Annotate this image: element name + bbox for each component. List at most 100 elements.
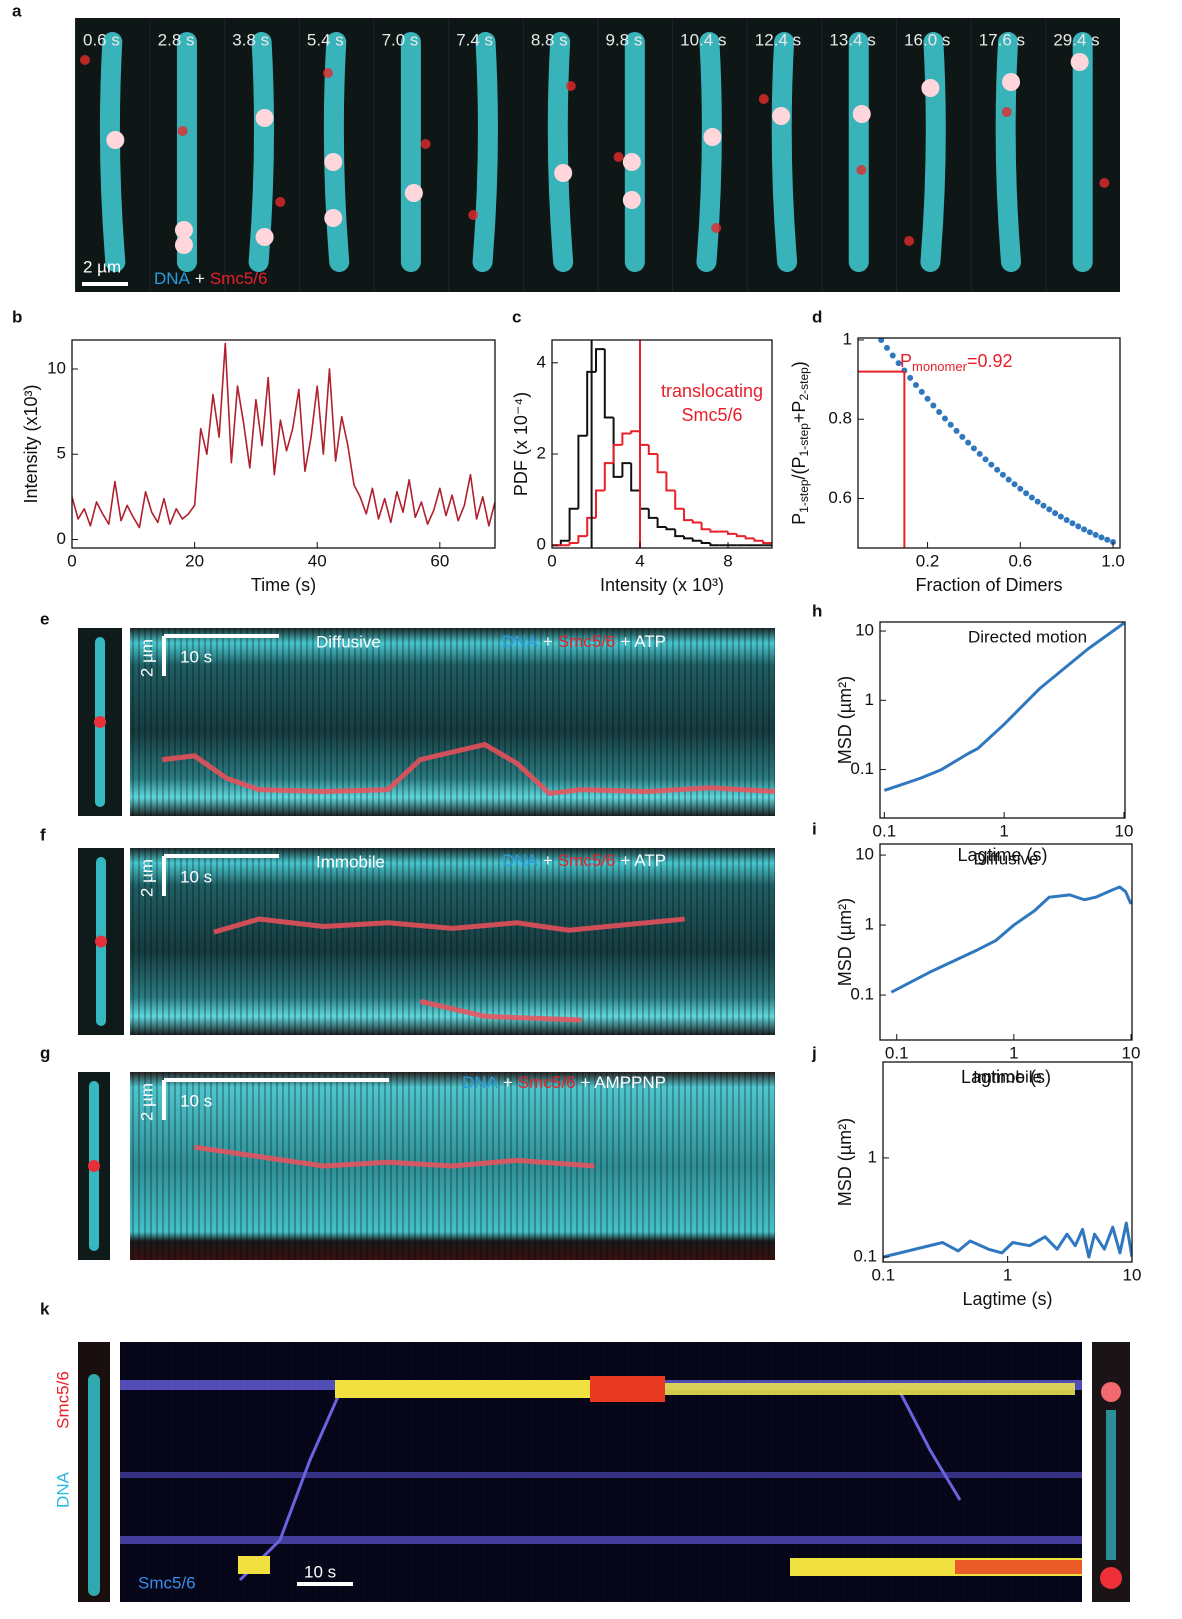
scale-label-x: 10 s (180, 647, 212, 666)
label-part: + (195, 269, 205, 288)
x-tick-label: 60 (430, 551, 449, 570)
image-label: DNA + Smc5/6 (154, 269, 267, 288)
protein-spot (856, 165, 867, 175)
annotation: Pmonomer=0.92 (900, 351, 1012, 375)
trajectory (194, 1144, 595, 1169)
histogram-bin (586, 516, 596, 537)
scatter-point (895, 360, 902, 367)
data-line (890, 885, 1132, 994)
protein-spot (703, 128, 722, 146)
histogram-bin (744, 536, 755, 540)
thumbnail-spot (1100, 1567, 1122, 1589)
plot-area (883, 1221, 1132, 1259)
histogram-bin (621, 432, 632, 445)
y-tick-label: 1 (843, 329, 852, 348)
image-label: DNA + Smc5/6 + ATP (502, 632, 666, 651)
scatter-point (918, 388, 925, 395)
label-part: DNA (154, 269, 191, 288)
y-axis-label: MSD (µm²) (835, 676, 855, 764)
thumbnail-spot (1101, 1382, 1121, 1402)
histogram-bin (639, 431, 649, 446)
x-tick-label: 1 (1009, 1043, 1018, 1062)
histogram-bin (612, 443, 623, 464)
protein-spot (174, 221, 193, 239)
kymograph-texture (130, 848, 775, 1035)
scatter-point (994, 466, 1001, 473)
frame-divider (448, 18, 450, 292)
label-part: + (503, 1073, 513, 1092)
protein-spot (622, 191, 641, 209)
kymo-title: Immobile (316, 852, 385, 871)
protein-spot (255, 228, 274, 246)
histogram-bin (630, 463, 640, 492)
data-line (72, 342, 495, 529)
dna-molecule (920, 32, 946, 272)
y-tick-label: 0.1 (853, 1246, 877, 1265)
histogram-bin (665, 527, 676, 531)
protein-spot (904, 236, 915, 246)
x-tick-label: 0.1 (871, 1265, 895, 1284)
x-tick-label: 0.6 (1008, 551, 1032, 570)
histogram-bin (674, 490, 684, 510)
scatter-point (953, 427, 960, 434)
scatter-point (941, 415, 948, 422)
axes-frame (879, 621, 1126, 819)
dna-molecule (995, 32, 1022, 272)
y-tick-label: 10 (855, 621, 874, 640)
scatter-point (1081, 526, 1088, 533)
histogram-bin (709, 529, 720, 533)
chart-title: Directed motion (968, 627, 1087, 646)
histogram-bin (709, 542, 720, 547)
plot-area (883, 622, 1125, 792)
image-label: DNA + Smc5/6 + AMPPNP (462, 1073, 666, 1092)
label-part: Smc5/6 (558, 632, 616, 651)
histogram-bin (762, 540, 772, 544)
scatter-point (878, 338, 885, 343)
y-axis-label: Intensity (x10³) (21, 384, 41, 503)
y-axis-label: P1-step/(P1-step+P2-step) (789, 361, 811, 525)
x-tick-label: 1 (1003, 1265, 1012, 1284)
scatter-point (1086, 529, 1093, 536)
histogram-bin (621, 462, 632, 477)
x-tick-label: 10 (1122, 1043, 1141, 1062)
y-tick-label: 10 (47, 358, 66, 377)
panel-letter: b (12, 307, 22, 326)
scatter-point (1005, 476, 1012, 483)
y-tick-label: 0 (57, 529, 66, 548)
histogram-bin (674, 529, 684, 538)
plot-area (72, 342, 495, 529)
trajectory (898, 1391, 962, 1501)
frame-divider (970, 18, 972, 292)
side-label: Smc5/6 (53, 1371, 72, 1429)
histogram-bin (647, 508, 658, 519)
protein-track (238, 1556, 270, 1574)
scatter-point (988, 461, 995, 468)
y-axis-label: PDF (x 10⁻⁴) (511, 392, 531, 496)
scatter-point (1092, 531, 1099, 538)
histogram-bin (568, 507, 579, 541)
label-part: + ATP (620, 632, 666, 651)
x-tick-label: 10 (1115, 821, 1134, 840)
scatter-point (1063, 517, 1070, 524)
time-label: 5.4 s (307, 30, 344, 49)
protein-spot (80, 55, 90, 65)
x-axis-label: Time (s) (251, 575, 316, 595)
histogram-bin (700, 522, 711, 531)
scatter-point (1011, 481, 1018, 488)
scatter-point (1104, 536, 1111, 543)
image-label: DNA + Smc5/6 + ATP (502, 851, 666, 870)
histogram-bin (700, 540, 711, 544)
x-tick-label: 40 (308, 551, 327, 570)
scatter-point (982, 456, 989, 463)
protein-spot (758, 94, 769, 104)
protein-spot (622, 153, 641, 171)
frame-divider (597, 18, 599, 292)
scatter-point (959, 433, 966, 440)
panel-letter: j (811, 1043, 817, 1062)
frame-divider (224, 18, 226, 292)
histogram-bin (691, 538, 702, 542)
trajectory (213, 916, 685, 935)
label-part: + (543, 632, 553, 651)
thumbnail-spot (88, 1160, 100, 1172)
y-tick-label: 0.1 (850, 985, 874, 1004)
